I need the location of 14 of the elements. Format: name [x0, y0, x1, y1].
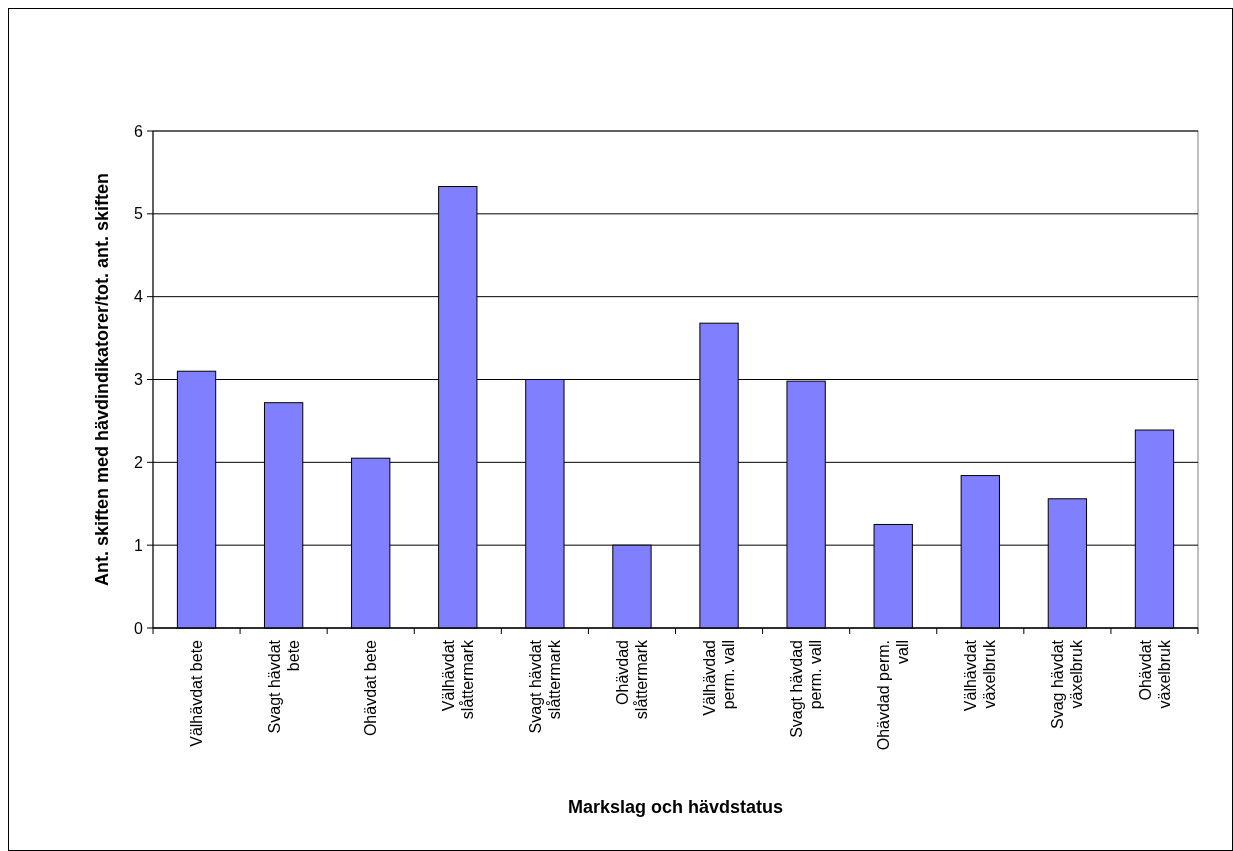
- y-tick-label: 3: [134, 371, 144, 389]
- y-tick-label: 5: [134, 205, 144, 223]
- x-tick-label: Välhävdat bete: [188, 639, 206, 747]
- x-tick-label: Ohävdat bete: [362, 639, 380, 737]
- y-tick-label: 1: [134, 536, 144, 554]
- y-tick-label: 6: [134, 122, 144, 140]
- x-tick-label: Svagt hävdat bete: [265, 639, 302, 734]
- y-axis-title: Ant. skiften med hävdindikatorer/tot. ant. skiften: [92, 172, 112, 587]
- y-tick-label: 4: [134, 288, 144, 306]
- x-tick-label: Välhävdat slåttermark: [439, 639, 476, 720]
- y-tick-label: 2: [134, 453, 144, 471]
- y-tick-label: 0: [134, 619, 144, 637]
- x-axis-title: Markslag och hävdstatus: [567, 797, 784, 817]
- x-tick-label: Ohävdad perm. vall: [875, 640, 912, 751]
